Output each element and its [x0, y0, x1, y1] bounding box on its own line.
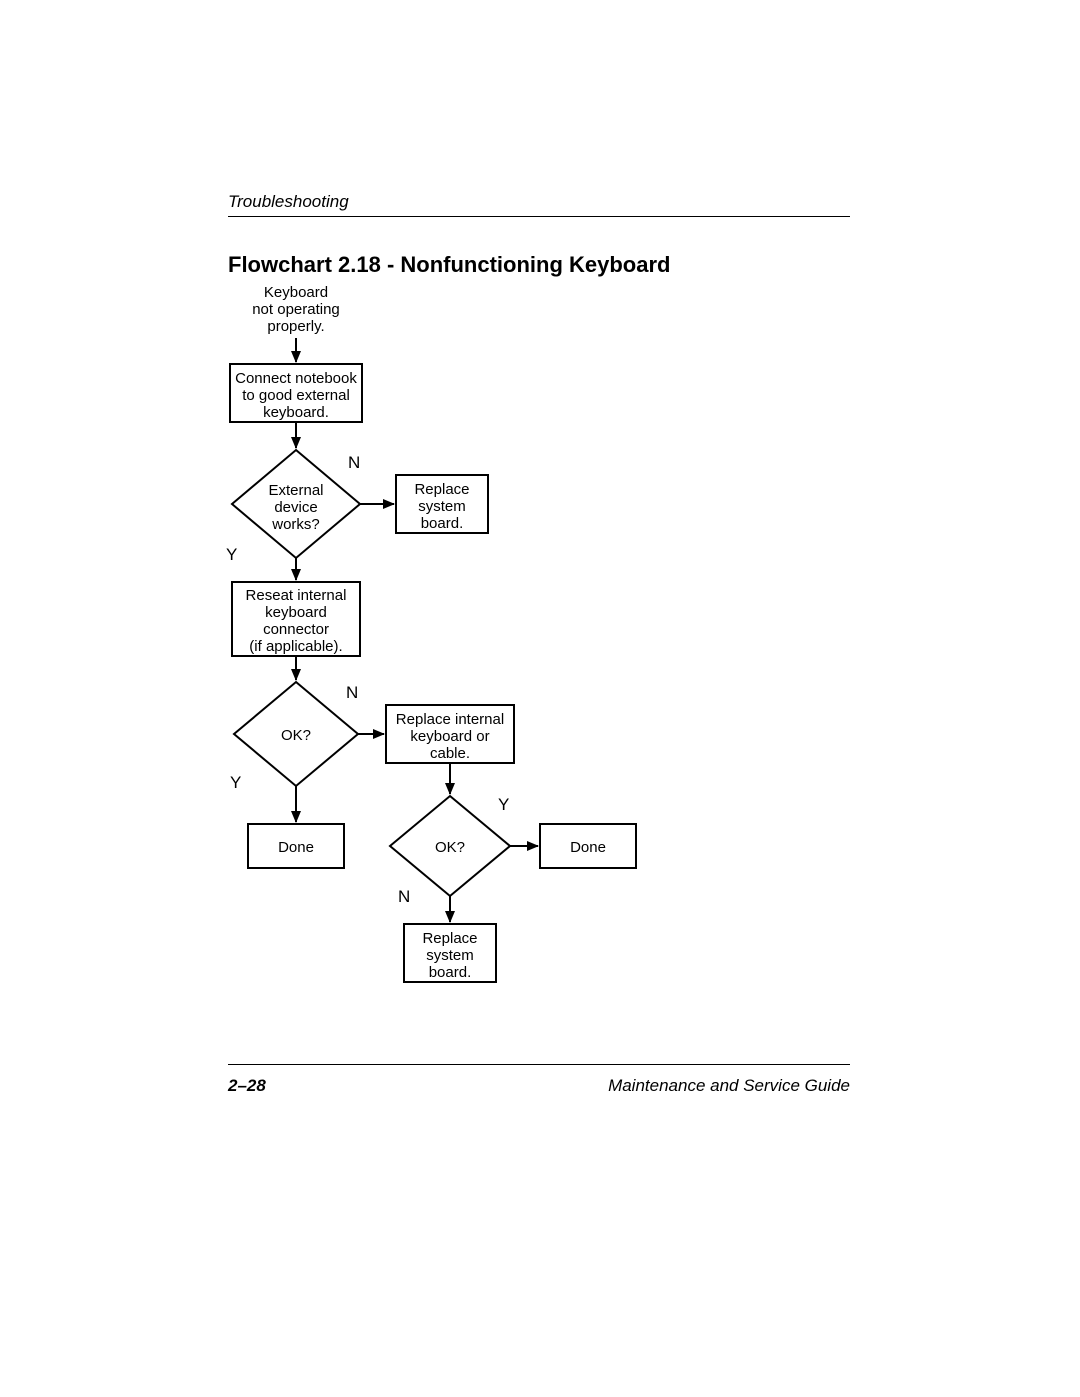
label-ext-Y: Y [226, 545, 237, 564]
svg-text:cable.: cable. [430, 745, 470, 762]
svg-text:Replace: Replace [414, 481, 469, 498]
guide-label: Maintenance and Service Guide [608, 1076, 850, 1096]
rule-bottom [228, 1064, 850, 1065]
flowchart-svg: Keyboard not operating properly. Connect… [0, 0, 1080, 1397]
label-ok2-Y: Y [498, 795, 509, 814]
label-ext-N: N [348, 453, 360, 472]
label-ok1-N: N [346, 683, 358, 702]
svg-text:board.: board. [421, 515, 464, 532]
svg-text:keyboard.: keyboard. [263, 404, 329, 421]
node-ext-works: External device works? [232, 450, 360, 558]
svg-text:Replace: Replace [422, 930, 477, 947]
svg-text:External: External [268, 482, 323, 499]
svg-text:Replace internal: Replace internal [396, 711, 504, 728]
svg-text:Done: Done [278, 839, 314, 856]
node-replace1: Replace system board. [396, 475, 488, 533]
svg-text:OK?: OK? [281, 727, 311, 744]
svg-text:OK?: OK? [435, 839, 465, 856]
svg-text:system: system [418, 498, 466, 515]
node-replace-kb: Replace internal keyboard or cable. [386, 705, 514, 763]
svg-text:Connect notebook: Connect notebook [235, 370, 357, 387]
svg-text:keyboard or: keyboard or [410, 728, 489, 745]
page: Troubleshooting Flowchart 2.18 - Nonfunc… [0, 0, 1080, 1397]
node-replace2: Replace system board. [404, 924, 496, 982]
label-ok1-Y: Y [230, 773, 241, 792]
label-ok2-N: N [398, 887, 410, 906]
svg-text:Done: Done [570, 839, 606, 856]
node-ok2: OK? [390, 796, 510, 896]
svg-text:keyboard: keyboard [265, 604, 327, 621]
node-reseat: Reseat internal keyboard connector (if a… [232, 582, 360, 656]
svg-text:Keyboard: Keyboard [264, 284, 328, 301]
svg-text:(if applicable).: (if applicable). [249, 638, 342, 655]
svg-text:to good external: to good external [242, 387, 350, 404]
svg-text:works?: works? [271, 516, 320, 533]
node-connect: Connect notebook to good external keyboa… [230, 364, 362, 422]
node-ok1: OK? [234, 682, 358, 786]
svg-text:connector: connector [263, 621, 329, 638]
node-done1: Done [248, 824, 344, 868]
page-number: 2–28 [228, 1076, 266, 1096]
svg-text:not operating: not operating [252, 301, 340, 318]
svg-text:system: system [426, 947, 474, 964]
svg-text:properly.: properly. [267, 318, 324, 335]
svg-text:Reseat internal: Reseat internal [246, 587, 347, 604]
svg-text:device: device [274, 499, 317, 516]
node-start: Keyboard not operating properly. [252, 284, 340, 335]
node-done2: Done [540, 824, 636, 868]
svg-text:board.: board. [429, 964, 472, 981]
